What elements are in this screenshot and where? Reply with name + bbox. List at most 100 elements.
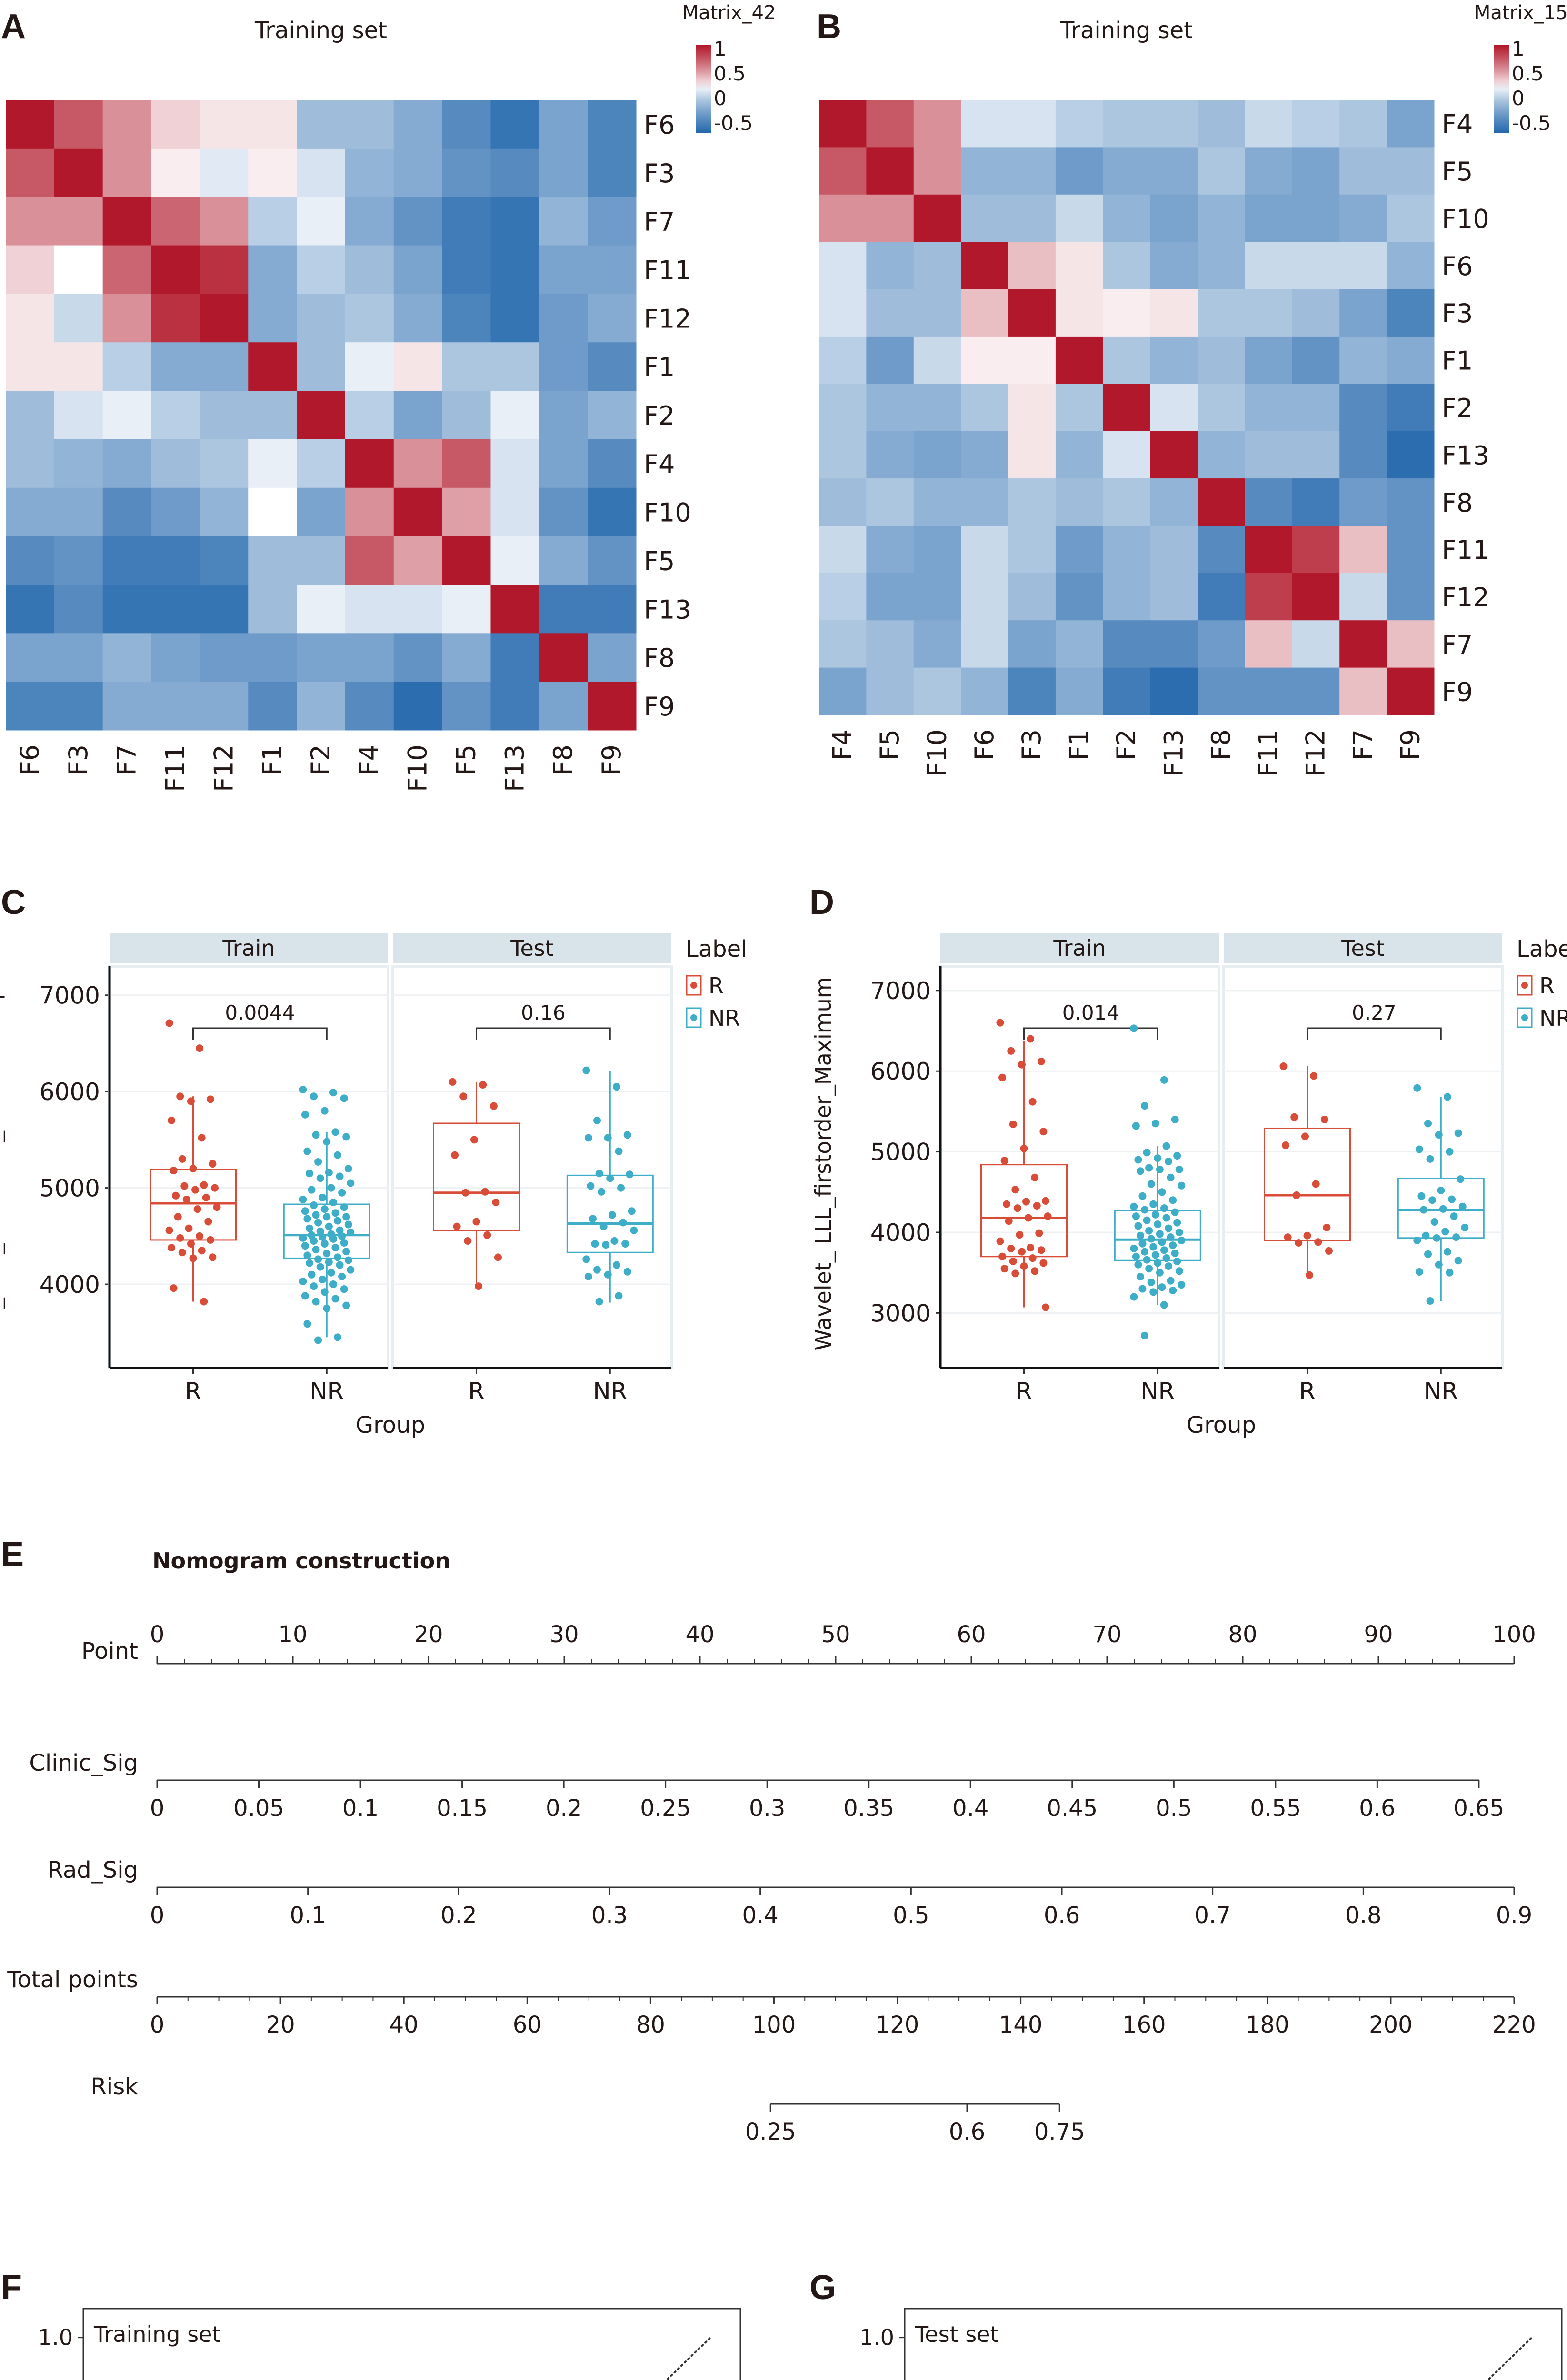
heatmap-cell: [393, 633, 443, 682]
heatmap-cell: [490, 100, 539, 149]
data-point: [1039, 1128, 1048, 1136]
heatmap-cell: [588, 439, 637, 488]
data-point: [1446, 1269, 1454, 1277]
significance-bracket: [1023, 1027, 1158, 1040]
heatmap-cell: [297, 536, 346, 585]
data-point: [334, 1253, 342, 1261]
heatmap-cell: [151, 633, 200, 682]
facet-test: Test 0.27 R NR: [1222, 933, 1504, 1405]
data-point: [340, 1239, 348, 1247]
data-point: [1028, 1098, 1037, 1106]
heatmap-cell: [1387, 573, 1435, 621]
panel-letter: G: [809, 2269, 836, 2307]
data-point: [342, 1213, 350, 1221]
heatmap-cell: [539, 197, 588, 246]
data-point: [1292, 1191, 1300, 1200]
data-point: [599, 1222, 608, 1230]
data-point: [323, 1138, 331, 1146]
data-point: [1415, 1145, 1423, 1153]
heatmap-cell: [1150, 100, 1198, 148]
data-point: [312, 1298, 320, 1306]
row-label: F7: [644, 207, 675, 237]
heatmap-cell: [1245, 194, 1293, 242]
heatmap-cell: [961, 336, 1009, 384]
heatmap-cell: [200, 100, 249, 149]
heatmap-cell: [248, 391, 297, 440]
heatmap-cell: [1103, 289, 1151, 337]
heatmap-cell: [1103, 478, 1151, 526]
heatmap-cell: [102, 536, 152, 585]
heatmap-cell: [1055, 100, 1103, 148]
nomogram-scale-total-points: Total points 0 20 40 60 80 100 120 140 160 180 200 2…: [7, 1966, 1536, 2038]
nomogram-scale-risk: Risk 0.25 0.6 0.75: [91, 2073, 1085, 2145]
data-point: [1013, 1204, 1021, 1212]
heatmap-cell: [1198, 242, 1245, 290]
tick-label: 100: [1492, 1621, 1536, 1648]
data-point: [1175, 1228, 1183, 1236]
heatmap-cell: [54, 197, 103, 246]
data-point: [1279, 1062, 1288, 1071]
data-point: [342, 1301, 350, 1309]
heatmap-cell: [1245, 431, 1293, 479]
heatmap-cell: [866, 384, 914, 432]
data-point: [1005, 1217, 1013, 1225]
heatmap-cell: [102, 342, 152, 391]
row-label: F13: [1442, 440, 1489, 470]
data-point: [319, 1275, 327, 1283]
heatmap-cell: [1339, 242, 1387, 290]
data-point: [1415, 1268, 1423, 1276]
data-point: [1033, 1202, 1041, 1210]
heatmap-cell: [961, 147, 1009, 195]
col-label: F10: [922, 729, 952, 777]
heatmap-cell: [200, 439, 249, 488]
heatmap-cell: [54, 487, 103, 537]
heatmap-cell: [961, 194, 1009, 242]
p-value-label: 0.27: [1352, 1001, 1397, 1024]
tick-label: 120: [876, 2012, 919, 2038]
data-point: [1167, 1277, 1175, 1285]
data-point: [1132, 1212, 1140, 1220]
data-point: [1041, 1197, 1049, 1205]
data-point: [1031, 1173, 1039, 1181]
data-point: [1439, 1205, 1447, 1213]
data-point: [331, 1128, 339, 1136]
chart-title: Training set: [93, 2321, 220, 2347]
data-point: [481, 1188, 489, 1196]
facet-title: Test: [510, 935, 554, 961]
heatmap-cell: [1387, 147, 1435, 195]
tick-label: 0.3: [749, 1795, 785, 1822]
data-point: [202, 1193, 210, 1201]
data-point: [1134, 1260, 1142, 1269]
data-point: [623, 1131, 631, 1139]
row-label: F3: [1442, 298, 1473, 328]
data-point: [582, 1255, 590, 1263]
data-point: [327, 1269, 335, 1277]
colorbar: [1494, 45, 1509, 133]
heatmap-cell: [151, 391, 200, 440]
colorbar-tick: 0.5: [1512, 62, 1544, 85]
data-point: [1149, 1243, 1158, 1251]
heatmap-cell: [1198, 194, 1245, 242]
y-tick-label: 5000: [40, 1175, 100, 1202]
heatmap-cell: [248, 487, 297, 537]
facet-panel: [1222, 965, 1504, 1369]
heatmap-cell: [1150, 147, 1198, 195]
heatmap-cell: [6, 487, 55, 537]
heatmap-cell: [1339, 573, 1387, 621]
heatmap-cell: [200, 633, 249, 682]
heatmap-cell: [200, 245, 249, 294]
data-point: [606, 1174, 614, 1182]
heatmap-cell: [1387, 526, 1435, 574]
heatmap-cell: [1245, 384, 1293, 432]
x-tick-label: NR: [1140, 1378, 1175, 1405]
data-point: [338, 1189, 346, 1197]
data-point: [308, 1186, 316, 1194]
tick-label: 0.1: [289, 1902, 326, 1929]
panel-letter: D: [809, 883, 834, 922]
heatmap-cell: [1339, 478, 1387, 526]
legend-label: R: [709, 973, 724, 999]
data-point: [325, 1258, 333, 1266]
heatmap-cell: [297, 682, 346, 731]
heatmap-cell: [539, 391, 588, 440]
heatmap-cell: [1245, 526, 1293, 574]
